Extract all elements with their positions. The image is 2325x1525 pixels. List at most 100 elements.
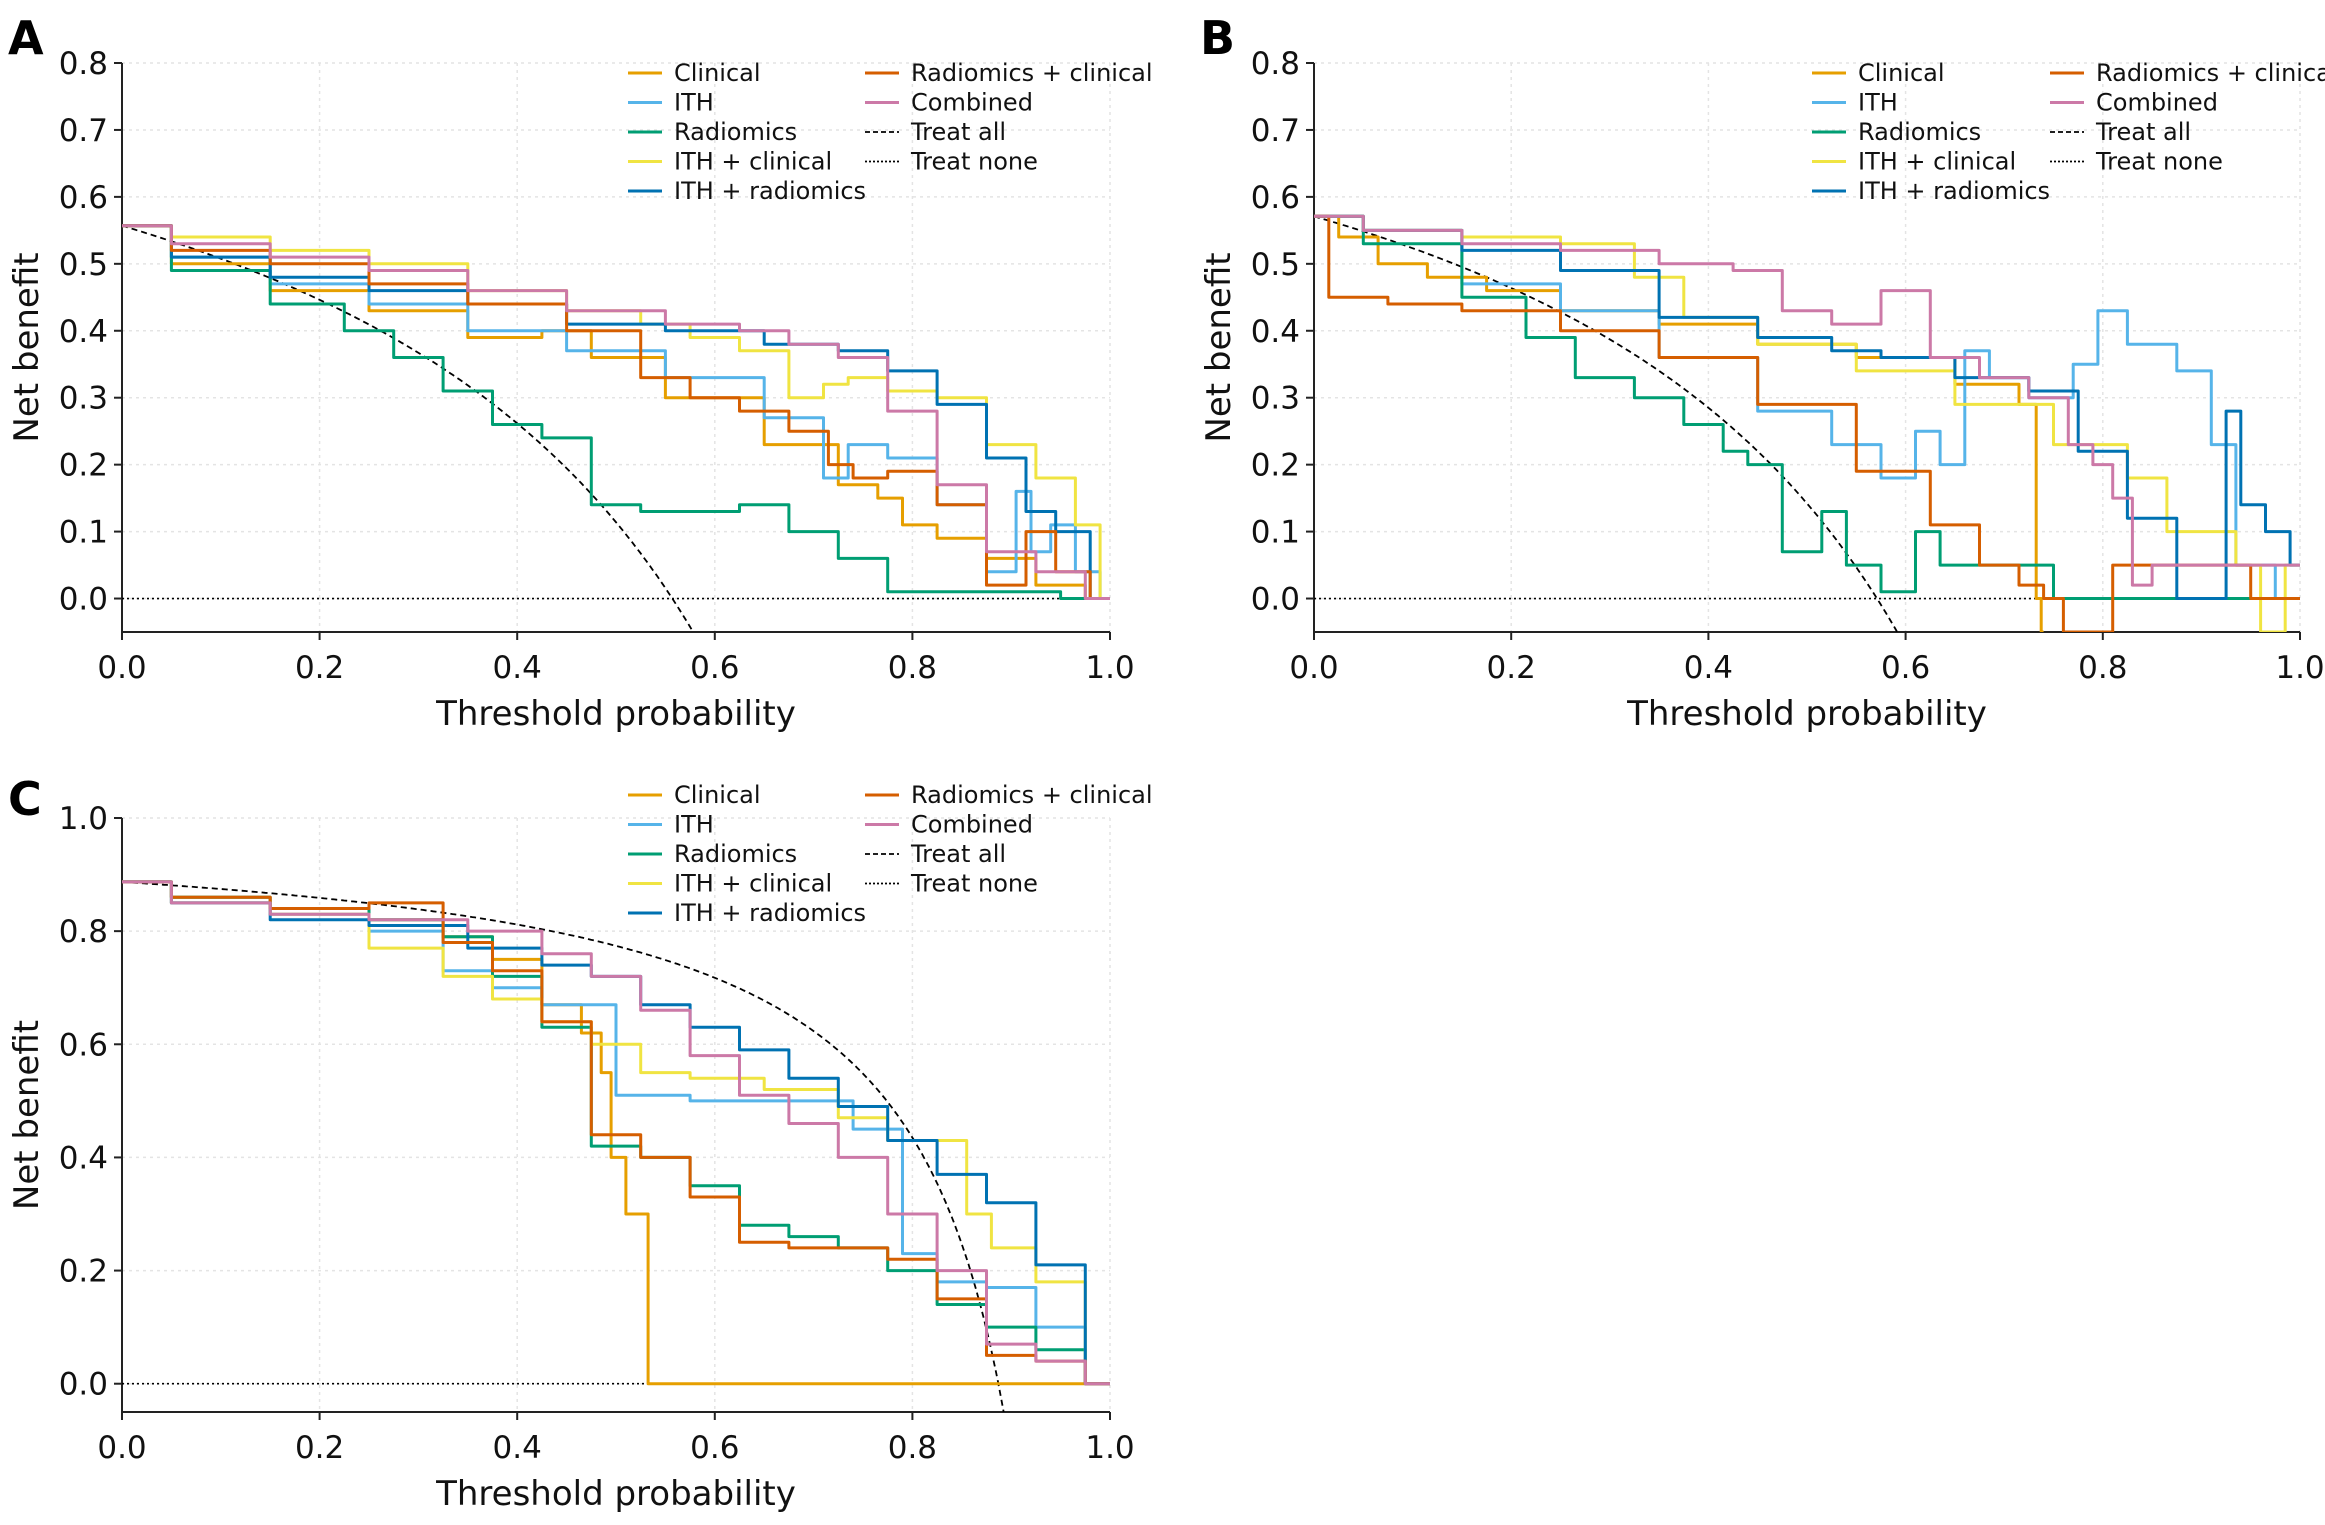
- panel-c-legend-label-ith-plus-clinical: ITH + clinical: [674, 870, 832, 898]
- panel-b-chart: 0.0 0.2 0.4 0.6 0.8 1.0 0.0 0.1 0.2 0.3 0.4 0.5 0.6 0…: [1199, 46, 2325, 734]
- panel-a-series-radiomics: [122, 224, 1110, 600]
- panel-b-xtick-label: 0.6: [1881, 650, 1930, 686]
- panel-a-legend-label-ith-plus-radiomics: ITH + radiomics: [674, 177, 866, 205]
- panel-c-xtick-label: 0.2: [295, 1430, 344, 1466]
- panel-c-chart: 0.0 0.2 0.4 0.6 0.8 1.0 0.0 0.2 0.4 0.6 0.8 1.0 Thre…: [7, 781, 1153, 1514]
- panel-b-series-combined: [1314, 214, 2300, 587]
- panel-c-legend-label-combined: Combined: [911, 811, 1033, 839]
- panel-a-plot-area: [122, 224, 1110, 632]
- panel-b-legend-label-radiomics: Radiomics: [1858, 118, 1981, 146]
- panel-c-xtick-label: 0.4: [493, 1430, 542, 1466]
- panel-a-ytick-label: 0.0: [59, 582, 108, 618]
- panel-c-series-clinical: [122, 880, 1110, 1386]
- panel-c-treat-all-curve: [122, 881, 1005, 1412]
- panel-a-xtick-label: 0.0: [97, 650, 146, 686]
- panel-c-ytick-label: 0.6: [59, 1027, 108, 1063]
- panel-b-ytick-label: 0.2: [1251, 448, 1300, 484]
- panel-c-legend-label-radiomics: Radiomics: [674, 840, 797, 868]
- panel-b-plot-area: [1314, 214, 2300, 632]
- panel-a-ytick-label: 0.3: [59, 381, 108, 417]
- panel-b-legend-label-clinical: Clinical: [1858, 59, 1945, 87]
- panel-b-ytick-label: 0.4: [1251, 314, 1300, 350]
- panel-a-legend-label-ith-plus-clinical: ITH + clinical: [674, 148, 832, 176]
- panel-b-legend-label-treat-none: Treat none: [2095, 148, 2223, 176]
- panel-b-xtick-label: 0.0: [1289, 650, 1338, 686]
- panel-b-ytick-label: 0.6: [1251, 180, 1300, 216]
- panel-a-series-ith-plus-clinical: [122, 224, 1110, 600]
- panel-b-legend-label-ith-plus-radiomics: ITH + radiomics: [1858, 177, 2050, 205]
- panel-b-legend-label-treat-all: Treat all: [2095, 118, 2191, 146]
- panel-c-series-radiomics: [122, 880, 1110, 1386]
- panel-c-legend-label-radiomics-plus-clinical: Radiomics + clinical: [911, 781, 1153, 809]
- panel-a-ytick-label: 0.6: [59, 180, 108, 216]
- panel-c-legend-label-clinical: Clinical: [674, 781, 761, 809]
- panel-c-series-combined: [122, 880, 1110, 1386]
- panel-b-treat-all-curve: [1314, 215, 1899, 632]
- panel-b-series-ith: [1314, 214, 2300, 600]
- panel-c-xtick-label: 0.8: [888, 1430, 937, 1466]
- panel-a-ytick-label: 0.1: [59, 515, 108, 551]
- panel-a-treat-all-curve: [122, 224, 695, 632]
- panel-c-ylabel: Net benefit: [7, 1020, 47, 1210]
- panel-b-legend-label-ith: ITH: [1858, 89, 1898, 117]
- panel-b-ytick-label: 0.7: [1251, 113, 1300, 149]
- panel-b-legend-label-radiomics-plus-clinical: Radiomics + clinical: [2096, 59, 2325, 87]
- panel-a-legend-label-radiomics: Radiomics: [674, 118, 797, 146]
- panel-c-ytick-label: 0.0: [59, 1367, 108, 1403]
- panel-c-xtick-label: 1.0: [1085, 1430, 1134, 1466]
- panel-a-legend-label-radiomics-plus-clinical: Radiomics + clinical: [911, 59, 1153, 87]
- panel-a-chart: 0.0 0.2 0.4 0.6 0.8 1.0 0.0 0.1 0.2 0.3 0.4 0.5 0.6 0…: [7, 46, 1153, 734]
- panel-a-xtick-label: 1.0: [1085, 650, 1134, 686]
- panel-a-legend-label-ith: ITH: [674, 89, 714, 117]
- panel-c-ytick-label: 1.0: [59, 801, 108, 837]
- panel-b-series-radiomics-plus-clinical: [1314, 214, 2300, 632]
- panel-c-series-radiomics-plus-clinical: [122, 880, 1110, 1386]
- panel-b-xtick-label: 0.2: [1487, 650, 1536, 686]
- panel-b-ytick-label: 0.5: [1251, 247, 1300, 283]
- panel-b-xlabel: Threshold probability: [1626, 694, 1987, 734]
- panel-b-xtick-label: 1.0: [2275, 650, 2324, 686]
- panel-c-ytick-label: 0.4: [59, 1140, 108, 1176]
- panel-a-xtick-label: 0.6: [690, 650, 739, 686]
- panel-b-legend-label-combined: Combined: [2096, 89, 2218, 117]
- panel-a-series-ith: [122, 224, 1110, 600]
- panel-b-ytick-label: 0.0: [1251, 582, 1300, 618]
- panel-b-xtick-label: 0.8: [2078, 650, 2127, 686]
- panel-c-xtick-label: 0.6: [690, 1430, 739, 1466]
- panel-c-legend-label-treat-all: Treat all: [910, 840, 1006, 868]
- panel-b-ylabel: Net benefit: [1199, 252, 1239, 442]
- panel-c-legend-label-ith-plus-radiomics: ITH + radiomics: [674, 899, 866, 927]
- panel-a-legend-label-treat-all: Treat all: [910, 118, 1006, 146]
- panel-a-series-combined: [122, 224, 1110, 600]
- panel-c-series-ith: [122, 880, 1110, 1386]
- panel-a-ytick-label: 0.5: [59, 247, 108, 283]
- panel-c-letter: C: [8, 772, 42, 826]
- panel-c-ytick-label: 0.2: [59, 1254, 108, 1290]
- panel-a-xtick-label: 0.2: [295, 650, 344, 686]
- panel-c-series-ith-plus-clinical: [122, 880, 1110, 1386]
- panel-b-ytick-label: 0.1: [1251, 515, 1300, 551]
- panel-c-legend-label-treat-none: Treat none: [910, 870, 1038, 898]
- panel-a-xtick-label: 0.8: [888, 650, 937, 686]
- panel-b-letter: B: [1200, 11, 1235, 65]
- panel-c-xlabel: Threshold probability: [435, 1474, 796, 1514]
- panel-a-legend-label-clinical: Clinical: [674, 59, 761, 87]
- panel-a-xtick-label: 0.4: [493, 650, 542, 686]
- panel-c-ytick-label: 0.8: [59, 914, 108, 950]
- panel-a-legend-label-combined: Combined: [911, 89, 1033, 117]
- panel-b-ytick-label: 0.3: [1251, 381, 1300, 417]
- panel-c-series-ith-plus-radiomics: [122, 880, 1110, 1386]
- panel-a-ylabel: Net benefit: [7, 252, 47, 442]
- panel-c-xtick-label: 0.0: [97, 1430, 146, 1466]
- panel-b-series-radiomics: [1314, 214, 2300, 600]
- panel-a-ytick-label: 0.2: [59, 448, 108, 484]
- panel-b-legend-label-ith-plus-clinical: ITH + clinical: [1858, 148, 2016, 176]
- panel-c-plot-area: [122, 880, 1110, 1412]
- panel-a-xlabel: Threshold probability: [435, 694, 796, 734]
- panel-a-legend-label-treat-none: Treat none: [910, 148, 1038, 176]
- panel-c-legend-label-ith: ITH: [674, 811, 714, 839]
- panel-b-xtick-label: 0.4: [1684, 650, 1733, 686]
- panel-a-series-radiomics-plus-clinical: [122, 224, 1110, 600]
- panel-a-ytick-label: 0.8: [59, 46, 108, 82]
